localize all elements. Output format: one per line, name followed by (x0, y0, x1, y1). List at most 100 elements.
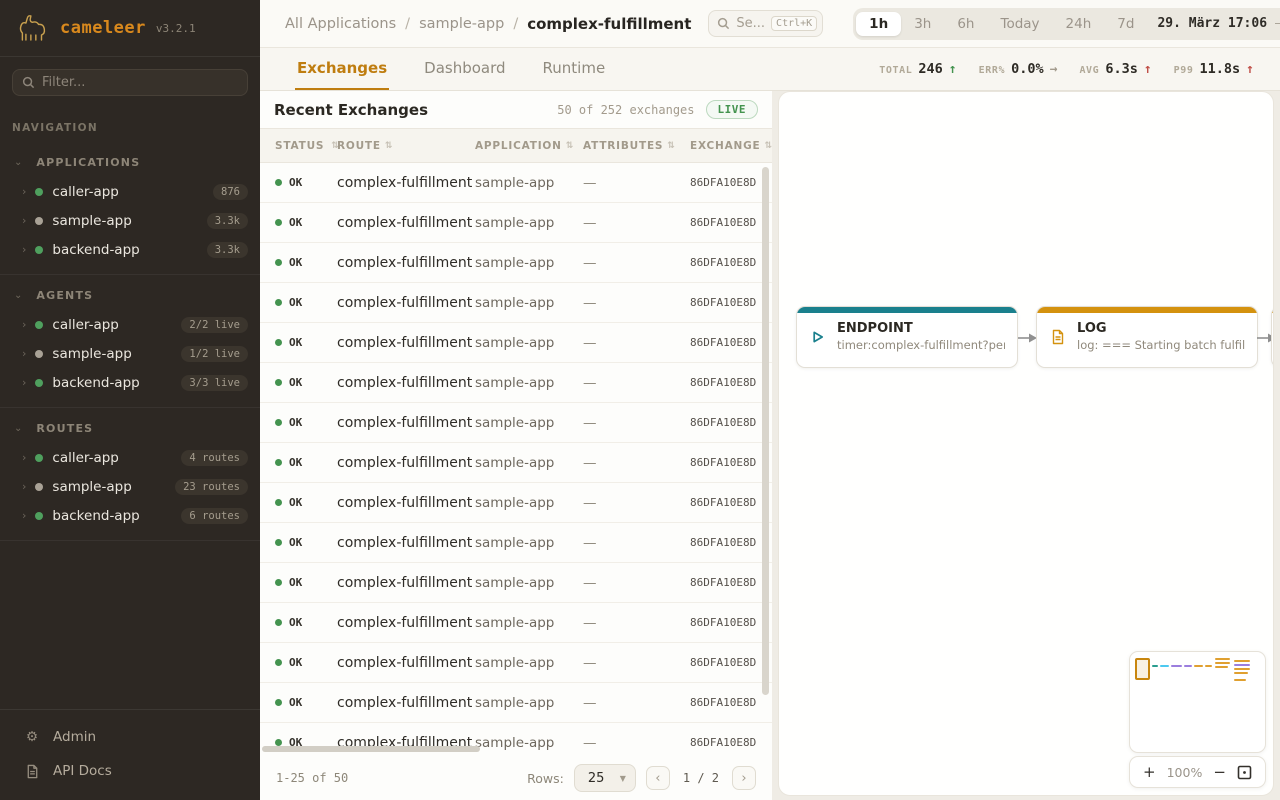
nav-section-label: APPLICATIONS (36, 156, 141, 169)
table-row[interactable]: OK complex-fulfillment sample-app — 86DF… (260, 403, 772, 443)
filter-input[interactable] (42, 75, 238, 90)
node-detail: log: === Starting batch fulfillment cy (1077, 338, 1245, 352)
sidebar-item-api-docs[interactable]: API Docs (0, 754, 260, 788)
status-label: OK (289, 616, 303, 629)
sidebar-nav-item[interactable]: › sample-app 23 routes (0, 472, 260, 501)
application-cell: sample-app (475, 454, 555, 471)
sidebar-item-admin[interactable]: ⚙ Admin (0, 720, 260, 754)
sidebar-nav-item[interactable]: › backend-app 3.3k (0, 235, 260, 264)
minimap-mark (1234, 679, 1246, 681)
next-page-button[interactable]: › (732, 766, 756, 790)
table-row[interactable]: OK complex-fulfillment sample-app — 86DF… (260, 363, 772, 403)
zoom-in-button[interactable]: + (1143, 762, 1156, 781)
previous-page-button[interactable]: ‹ (645, 766, 670, 790)
nav-section-header[interactable]: ⌄ ROUTES (0, 416, 260, 443)
rows-per-page-select[interactable]: 25 ▼ (573, 764, 636, 792)
route-cell: complex-fulfillment (337, 454, 473, 471)
status-dot (35, 453, 44, 462)
nav-section-header[interactable]: ⌄ AGENTS (0, 283, 260, 310)
table-row[interactable]: OK complex-fulfillment sample-app — 86DF… (260, 523, 772, 563)
table-row[interactable]: OK complex-fulfillment sample-app — 86DF… (260, 563, 772, 603)
table-row[interactable]: OK complex-fulfillment sample-app — 86DF… (260, 163, 772, 203)
time-range-display[interactable]: 29. März 17:06 — now (1157, 16, 1280, 31)
flow-node-log[interactable]: LOG log: === Starting batch fulfillment … (1036, 306, 1258, 368)
exchange-id-cell: 86DFA10E8D (690, 376, 757, 389)
sidebar-nav-item[interactable]: › sample-app 1/2 live (0, 339, 260, 368)
application-cell: sample-app (475, 494, 555, 511)
sidebar-filter[interactable] (12, 69, 248, 96)
flow-node-endpoint[interactable]: ENDPOINT timer:complex-fulfillment?perio… (796, 306, 1018, 368)
column-header-exchange[interactable]: EXCHANGE ⇅ (690, 139, 772, 152)
table-row[interactable]: OK complex-fulfillment sample-app — 86DF… (260, 443, 772, 483)
flow-node-partial[interactable] (1271, 306, 1273, 368)
sidebar-nav-item[interactable]: › caller-app 876 (0, 177, 260, 206)
table-row[interactable]: OK complex-fulfillment sample-app — 86DF… (260, 603, 772, 643)
status-cell: OK (260, 176, 337, 189)
tab-runtime[interactable]: Runtime (542, 59, 606, 77)
status-dot (275, 459, 282, 466)
sidebar-nav-item[interactable]: › sample-app 3.3k (0, 206, 260, 235)
column-header-status[interactable]: STATUS ⇅ (275, 139, 340, 152)
application-cell: sample-app (475, 574, 555, 591)
stats-strip: TOTAL 246 ↑ ERR% 0.0% → AVG 6.3s ↑ P99 1… (879, 48, 1266, 90)
minimap-mark (1234, 660, 1250, 662)
horizontal-scrollbar[interactable] (262, 746, 480, 752)
sidebar-nav-item[interactable]: › backend-app 3/3 live (0, 368, 260, 397)
trend-up-icon: ↑ (948, 62, 957, 77)
sidebar-nav-item[interactable]: › caller-app 2/2 live (0, 310, 260, 339)
exchange-id-cell: 86DFA10E8D (690, 176, 757, 189)
fit-view-icon[interactable] (1237, 765, 1252, 780)
minimap-mark (1160, 665, 1169, 667)
table-row[interactable]: OK complex-fulfillment sample-app — 86DF… (260, 683, 772, 723)
table-row[interactable]: OK complex-fulfillment sample-app — 86DF… (260, 283, 772, 323)
search-icon (22, 76, 35, 89)
search-shortcut: Ctrl+K (771, 16, 818, 31)
application-cell: sample-app (475, 614, 555, 631)
time-range-3h[interactable]: 3h (914, 15, 932, 32)
route-flow-canvas[interactable]: ENDPOINT timer:complex-fulfillment?perio… (778, 91, 1274, 796)
sidebar-footer: ⚙ Admin API Docs (0, 709, 260, 800)
table-row[interactable]: OK complex-fulfillment sample-app — 86DF… (260, 243, 772, 283)
table-row[interactable]: OK complex-fulfillment sample-app — 86DF… (260, 203, 772, 243)
column-header-application[interactable]: APPLICATION ⇅ (475, 139, 575, 152)
status-label: OK (289, 456, 303, 469)
attributes-cell: — (583, 534, 597, 551)
column-header-attributes[interactable]: ATTRIBUTES ⇅ (583, 139, 676, 152)
tab-dashboard[interactable]: Dashboard (424, 59, 506, 77)
status-dot (35, 320, 44, 329)
nav-section-label: AGENTS (36, 289, 94, 302)
nav-section-header[interactable]: ⌄ APPLICATIONS (0, 150, 260, 177)
sidebar-nav-item[interactable]: › caller-app 4 routes (0, 443, 260, 472)
time-range-7d[interactable]: 7d (1117, 15, 1135, 32)
sidebar-nav-item[interactable]: › backend-app 6 routes (0, 501, 260, 530)
route-cell: complex-fulfillment (337, 574, 473, 591)
time-range-24h[interactable]: 24h (1065, 15, 1092, 32)
table-row[interactable]: OK complex-fulfillment sample-app — 86DF… (260, 483, 772, 523)
zoom-out-button[interactable]: − (1213, 762, 1226, 781)
status-cell: OK (260, 656, 337, 669)
nav-item-badge: 876 (213, 183, 248, 200)
table-row[interactable]: OK complex-fulfillment sample-app — 86DF… (260, 643, 772, 683)
flow-minimap[interactable] (1129, 651, 1266, 753)
main-area: All Applications / sample-app / complex-… (260, 0, 1280, 800)
global-search[interactable]: Se... Ctrl+K (708, 10, 824, 37)
table-row[interactable]: OK complex-fulfillment sample-app — 86DF… (260, 323, 772, 363)
column-header-route[interactable]: ROUTE ⇅ (337, 139, 394, 152)
exchange-id-cell: 86DFA10E8D (690, 416, 757, 429)
attributes-cell: — (583, 334, 597, 351)
tab-exchanges[interactable]: Exchanges (295, 48, 390, 90)
time-range-6h[interactable]: 6h (957, 15, 975, 32)
time-range-1h[interactable]: 1h (856, 11, 902, 36)
vertical-scrollbar[interactable] (762, 167, 769, 695)
footer-item-label: API Docs (53, 763, 112, 779)
rows-per-page-label: Rows: (527, 770, 564, 786)
breadcrumb-root[interactable]: All Applications (285, 15, 397, 32)
time-range-today[interactable]: Today (1000, 15, 1040, 32)
minimap-viewport[interactable] (1135, 658, 1150, 680)
route-cell: complex-fulfillment (337, 614, 473, 631)
stat-error-rate: ERR% 0.0% → (978, 61, 1058, 77)
breadcrumb-app[interactable]: sample-app (419, 15, 505, 32)
nav-item-badge: 2/2 live (181, 316, 248, 333)
status-dot (35, 511, 44, 520)
exchanges-panel: Recent Exchanges 50 of 252 exchanges LIV… (260, 91, 772, 800)
